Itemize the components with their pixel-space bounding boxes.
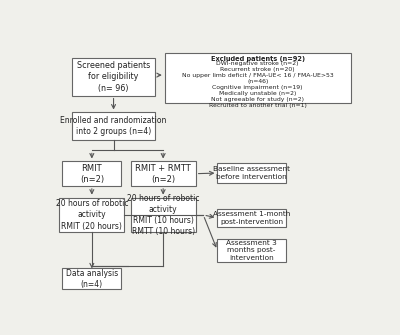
Text: Enrolled and randomization
into 2 groups (n=4): Enrolled and randomization into 2 groups… xyxy=(60,116,167,136)
FancyBboxPatch shape xyxy=(218,239,286,262)
FancyBboxPatch shape xyxy=(72,58,155,96)
FancyBboxPatch shape xyxy=(131,198,196,232)
FancyBboxPatch shape xyxy=(62,161,121,186)
Text: DWI-negative stroke (n=2)
Recurrent stroke (n=20)
No upper limb deficit / FMA-UE: DWI-negative stroke (n=2) Recurrent stro… xyxy=(182,61,334,108)
Text: Baseline assessment
before intervention: Baseline assessment before intervention xyxy=(213,166,290,180)
Text: Assessment 3
months post-
intervention: Assessment 3 months post- intervention xyxy=(226,240,277,261)
Text: RMIT
(n=2): RMIT (n=2) xyxy=(80,163,104,184)
FancyBboxPatch shape xyxy=(165,53,351,104)
FancyBboxPatch shape xyxy=(59,198,124,232)
Text: 20 hours of robotic
activity
RMIT (10 hours)
RMTT (10 hours): 20 hours of robotic activity RMIT (10 ho… xyxy=(127,194,199,236)
Text: Assessment 1-month
post-intervention: Assessment 1-month post-intervention xyxy=(213,211,290,225)
FancyBboxPatch shape xyxy=(62,268,121,289)
FancyBboxPatch shape xyxy=(72,113,155,139)
FancyBboxPatch shape xyxy=(218,209,286,227)
Text: Excluded patients (n=92): Excluded patients (n=92) xyxy=(211,56,305,62)
Text: RMIT + RMTT
(n=2): RMIT + RMTT (n=2) xyxy=(135,163,191,184)
Text: Screened patients
for eligibility
(n= 96): Screened patients for eligibility (n= 96… xyxy=(77,61,150,92)
FancyBboxPatch shape xyxy=(218,163,286,183)
Text: Data analysis
(n=4): Data analysis (n=4) xyxy=(66,269,118,289)
Text: 20 hours of robotic
activity
RMIT (20 hours): 20 hours of robotic activity RMIT (20 ho… xyxy=(56,199,128,230)
FancyBboxPatch shape xyxy=(131,161,196,186)
